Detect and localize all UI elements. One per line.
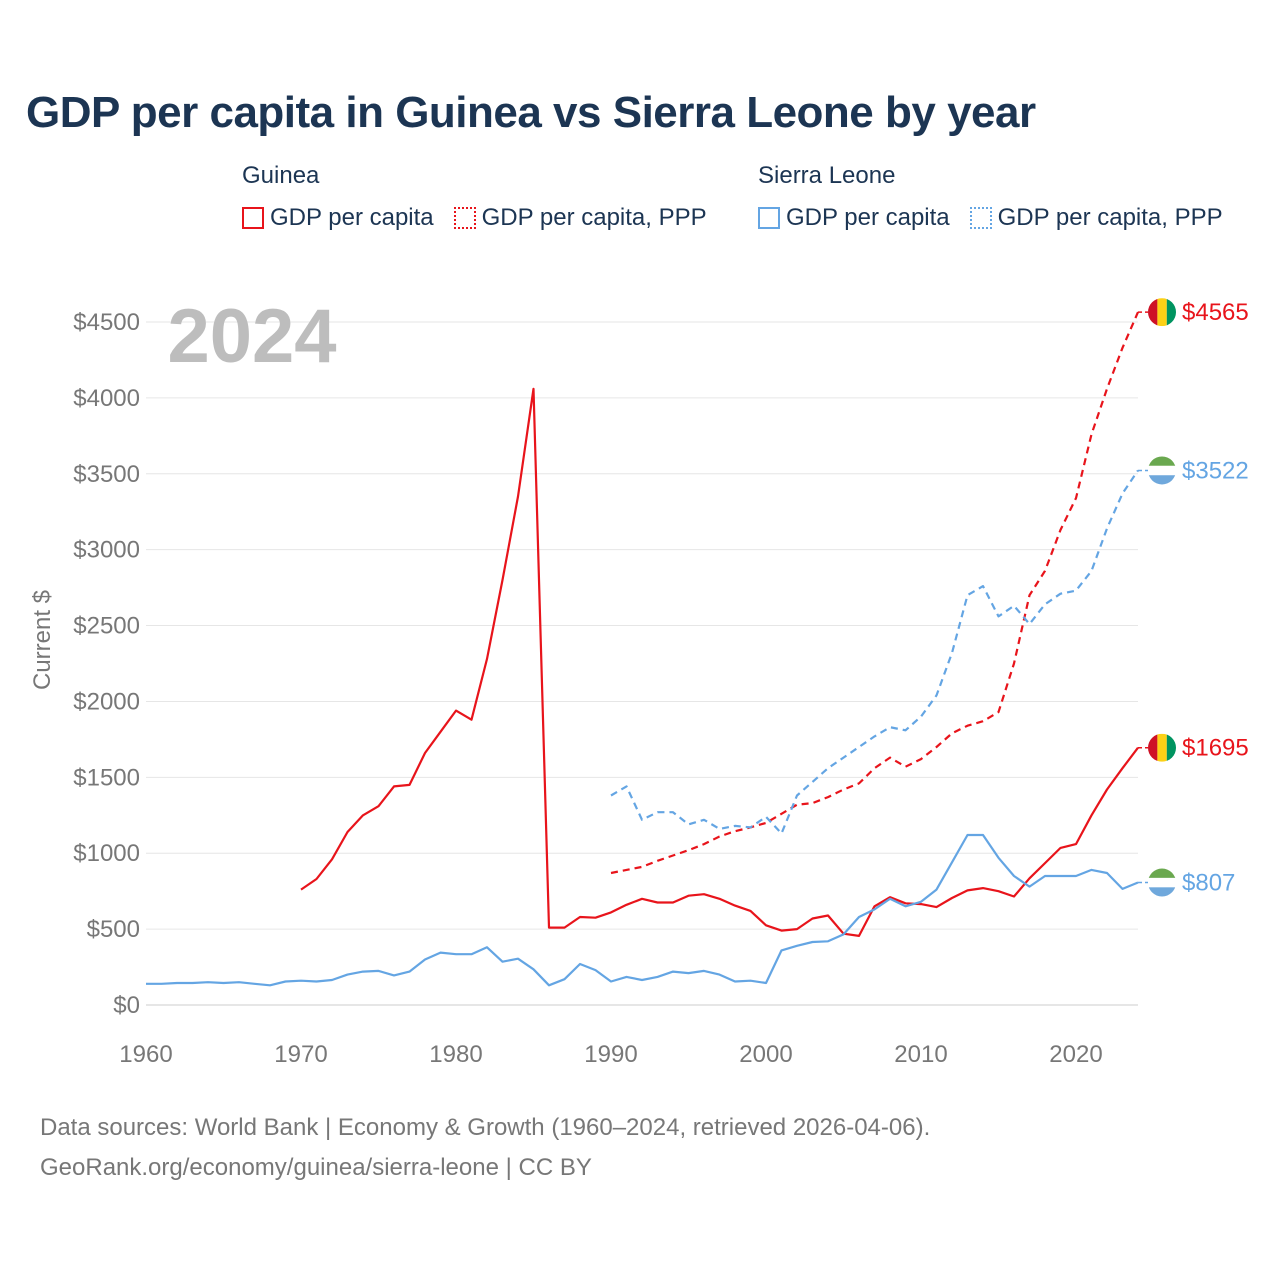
end-value-label: $807 xyxy=(1182,870,1235,897)
legend-swatch-solid-red xyxy=(242,207,264,229)
x-tick-2010: 2010 xyxy=(894,1041,947,1068)
legend-sierra-leone: Sierra Leone GDP per capita GDP per capi… xyxy=(758,162,1223,232)
series-lines xyxy=(146,311,1140,987)
legend-guinea-gdp-label: GDP per capita xyxy=(270,204,434,231)
end-markers: $1695 $4565 $807 $3522 xyxy=(1138,298,1249,897)
x-tick-labels: 1960 1970 1980 1990 2000 2010 2020 xyxy=(119,1041,1102,1068)
footer: Data sources: World Bank | Economy & Gro… xyxy=(40,1108,930,1188)
y-tick-2500: $2500 xyxy=(73,613,140,640)
legend-guinea-heading: Guinea xyxy=(242,162,320,189)
grid-lines xyxy=(146,321,1138,1006)
end-value-label: $3522 xyxy=(1182,457,1249,484)
legend-sierra-ppp[interactable]: GDP per capita, PPP xyxy=(969,204,1223,232)
sierra-leone-flag-icon xyxy=(1148,868,1176,897)
end-value-label: $4565 xyxy=(1182,299,1249,326)
y-axis-label: Current $ xyxy=(29,590,56,690)
legend-guinea-gdp[interactable]: GDP per capita xyxy=(242,204,434,232)
legend-sierra-heading: Sierra Leone xyxy=(758,162,896,189)
y-tick-labels: $0 $500 $1000 $1500 $2000 $2500 $3000 $3500 $400… xyxy=(73,309,140,1019)
y-tick-4000: $4000 xyxy=(73,385,140,412)
legend-sierra-gdp[interactable]: GDP per capita xyxy=(758,204,950,232)
y-tick-0: $0 xyxy=(113,992,140,1019)
y-tick-1500: $1500 xyxy=(73,764,140,791)
end-value-label: $1695 xyxy=(1182,735,1249,762)
x-tick-1960: 1960 xyxy=(119,1041,172,1068)
legend-sierra-gdp-label: GDP per capita xyxy=(786,204,950,231)
series-line-sierra-leone-gdp-per-capita xyxy=(146,833,1139,987)
guinea-flag-icon xyxy=(1148,298,1176,327)
footer-sources: Data sources: World Bank | Economy & Gro… xyxy=(40,1114,931,1141)
y-tick-3500: $3500 xyxy=(73,461,140,488)
x-tick-2000: 2000 xyxy=(739,1041,792,1068)
sierra-leone-flag-icon xyxy=(1148,456,1176,485)
x-tick-1980: 1980 xyxy=(429,1041,482,1068)
x-tick-1990: 1990 xyxy=(584,1041,637,1068)
x-tick-2020: 2020 xyxy=(1049,1041,1102,1068)
series-line-sierra-leone-gdp-per-capita-ppp xyxy=(610,469,1139,835)
legend-guinea-ppp[interactable]: GDP per capita, PPP xyxy=(453,204,707,232)
footer-link[interactable]: GeoRank.org/economy/guinea/sierra-leone … xyxy=(40,1154,592,1181)
guinea-flag-icon xyxy=(1148,733,1176,762)
year-watermark: 2024 xyxy=(167,294,336,379)
y-tick-4500: $4500 xyxy=(73,309,140,336)
series-line-guinea-gdp-per-capita-ppp xyxy=(610,311,1140,875)
y-tick-500: $500 xyxy=(87,916,140,943)
series-line-guinea-gdp-per-capita xyxy=(300,387,1139,938)
y-tick-1000: $1000 xyxy=(73,840,140,867)
y-tick-3000: $3000 xyxy=(73,537,140,564)
legend-guinea: Guinea GDP per capita GDP per capita, PP… xyxy=(242,162,707,232)
legend-swatch-dotted-red xyxy=(453,207,476,229)
x-tick-1970: 1970 xyxy=(274,1041,327,1068)
legend-sierra-ppp-label: GDP per capita, PPP xyxy=(997,204,1223,231)
legend-swatch-solid-blue xyxy=(758,207,780,229)
chart-title: GDP per capita in Guinea vs Sierra Leone… xyxy=(26,88,1036,137)
legend-swatch-dotted-blue xyxy=(969,207,992,229)
y-tick-2000: $2000 xyxy=(73,688,140,715)
legend-guinea-ppp-label: GDP per capita, PPP xyxy=(481,204,707,231)
